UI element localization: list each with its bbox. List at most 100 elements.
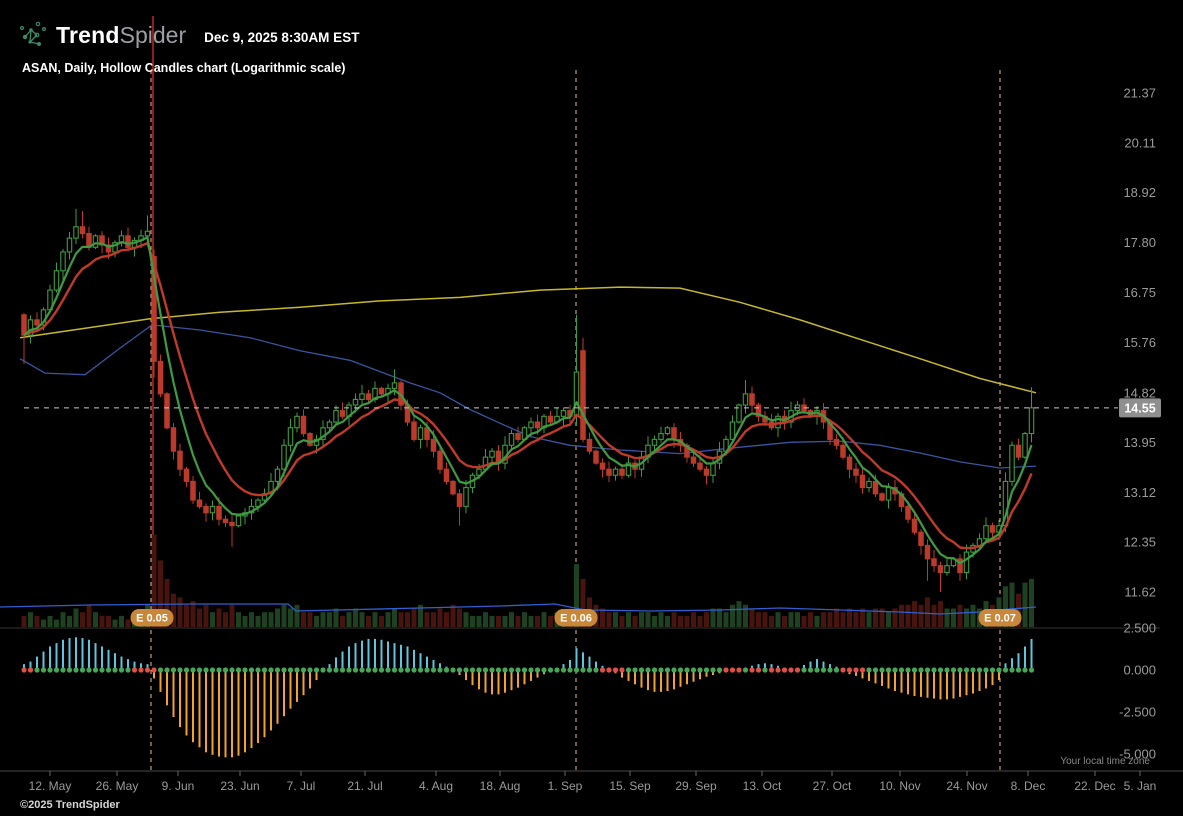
signal-dot — [229, 667, 235, 673]
signal-dot — [437, 667, 443, 673]
volume-bar — [496, 615, 501, 627]
signal-dot — [27, 667, 34, 673]
signal-dot — [209, 667, 216, 673]
earnings-pill — [130, 609, 174, 627]
candle-body — [365, 393, 372, 400]
volume-bar — [476, 615, 482, 627]
candle-body — [528, 421, 534, 429]
candle-body — [866, 480, 872, 489]
signal-dot — [599, 667, 606, 673]
volume-bar — [424, 612, 430, 627]
volume-bar — [418, 604, 423, 627]
earnings-marker[interactable]: E 0.06 — [554, 609, 598, 627]
candle-body — [905, 505, 911, 520]
price-tick-label: 12.35 — [1123, 535, 1156, 550]
volume-bar — [678, 615, 683, 627]
date-tick-label: 27. Oct — [813, 779, 852, 793]
volume-bar — [717, 608, 722, 627]
candle-body — [944, 565, 950, 574]
volume-bar — [860, 608, 865, 627]
volume-bar — [294, 604, 300, 627]
signal-dot — [196, 667, 203, 673]
timezone-note[interactable]: Your local time zone — [1060, 756, 1150, 767]
volume-bar — [320, 612, 326, 627]
volume-bar — [158, 560, 163, 627]
volume-bar — [606, 612, 612, 627]
volume-bar — [106, 615, 111, 627]
candle-body — [742, 393, 749, 406]
signal-dot — [736, 667, 742, 673]
indicator-tick-label: -2.500 — [1119, 705, 1156, 720]
earnings-marker[interactable]: E 0.05 — [130, 609, 174, 627]
candle-body — [599, 462, 606, 470]
volume-bar — [671, 612, 677, 627]
volume-bar — [899, 604, 904, 627]
indicator-tick-label: 2.500 — [1123, 621, 1156, 636]
signal-dot — [1002, 667, 1009, 673]
signal-dot — [482, 667, 489, 673]
volume-bar — [431, 612, 436, 627]
volume-bar — [210, 612, 215, 627]
signal-dot — [859, 667, 866, 673]
volume-bar — [905, 604, 911, 627]
volume-ma-line — [0, 603, 1037, 615]
volume-bar — [1022, 582, 1028, 627]
volume-bar — [346, 612, 352, 627]
signal-dot — [677, 667, 684, 673]
candle-body — [593, 450, 599, 464]
signal-dot — [203, 667, 209, 673]
signal-dot — [489, 667, 495, 673]
signal-dot — [365, 667, 372, 673]
signal-dot — [807, 667, 814, 673]
candles-layer — [21, 208, 1035, 592]
signal-dot — [190, 667, 196, 673]
signal-dot — [333, 667, 339, 673]
signal-dot — [144, 667, 151, 673]
signal-dot — [313, 667, 320, 673]
signal-dot — [814, 667, 820, 673]
candle-body — [326, 421, 333, 429]
candle-body — [872, 480, 879, 495]
candle-body — [508, 433, 515, 446]
signal-dot — [547, 667, 554, 673]
signal-dot — [125, 667, 131, 673]
earnings-pill — [978, 609, 1022, 627]
signal-dot — [515, 667, 521, 673]
candle-body — [846, 456, 853, 470]
candle-body — [625, 462, 632, 476]
volume-bar — [853, 612, 859, 627]
signal-dot — [697, 667, 703, 673]
signal-dot — [73, 667, 79, 673]
signal-dot — [898, 667, 905, 673]
candle-body — [27, 319, 34, 336]
candle-body — [352, 398, 359, 406]
candle-body — [203, 505, 209, 514]
candle-body — [489, 450, 495, 458]
volume-bar — [171, 593, 176, 627]
volume-bar — [762, 612, 768, 627]
volume-bar — [366, 615, 371, 627]
signal-dot — [853, 667, 859, 673]
date-tick-label: 12. May — [29, 779, 72, 793]
date-axis-labels: 12. May 26. May 9. Jun 23. Jun 7. Jul 21. Jul… — [29, 771, 1156, 793]
candle-body — [749, 393, 755, 406]
candle-body — [99, 235, 105, 246]
signal-dot — [749, 667, 755, 673]
signal-dot — [294, 667, 300, 673]
candle-body — [736, 404, 742, 423]
candle-body — [430, 438, 437, 452]
volume-bar — [665, 615, 670, 627]
volume-bar — [177, 597, 183, 627]
volume-bar — [704, 612, 709, 627]
signal-dot — [801, 667, 807, 673]
volume-bar — [93, 612, 98, 627]
earnings-marker[interactable]: E 0.07 — [978, 609, 1022, 627]
price-tick-label: 11.62 — [1124, 585, 1156, 600]
earnings-pill-label: E 0.07 — [984, 613, 1016, 625]
candle-body — [859, 474, 866, 489]
candle-body — [281, 444, 287, 470]
volume-bar — [1016, 593, 1021, 627]
signal-dot — [398, 667, 404, 673]
candle-body — [92, 235, 99, 248]
